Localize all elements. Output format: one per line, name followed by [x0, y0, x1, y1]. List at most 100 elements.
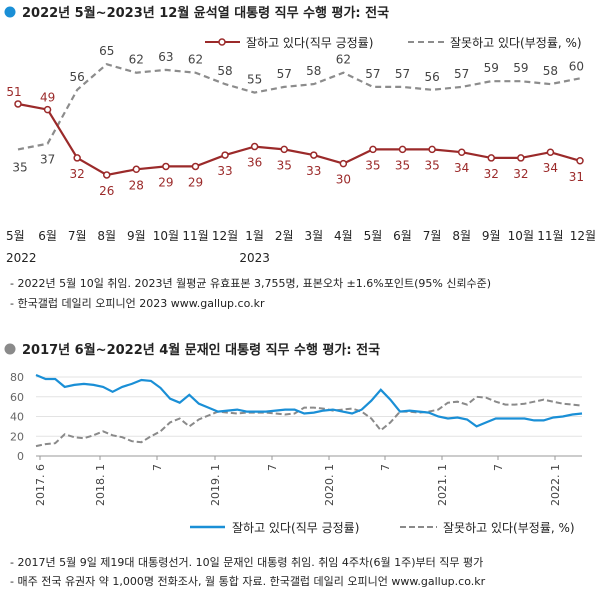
- positive-data-label: 34: [454, 161, 469, 175]
- positive-data-label: 31: [569, 170, 584, 184]
- x-tick-label: 3월: [304, 229, 323, 243]
- negative-rate-line: [35, 395, 583, 448]
- legend-negative-label: 잘못하고 있다(부정률, %): [443, 521, 575, 535]
- positive-point: [457, 148, 466, 156]
- legend-positive-label: 잘하고 있다(직무 긍정률): [246, 36, 373, 50]
- x-tick-label: 11월: [182, 229, 208, 243]
- legend-negative-label: 잘못하고 있다(부정률, %): [450, 36, 582, 50]
- x-tick-label: 12월: [212, 229, 238, 243]
- positive-point: [546, 148, 555, 156]
- chart2-plot: 0 20 40 60 80 2017. 6 2018. 1 7 2019. 1 7 2020. 1 7…: [10, 371, 583, 506]
- x-tick-label: 2월: [275, 229, 294, 243]
- positive-point: [14, 100, 22, 108]
- x-tick-label: 7: [492, 464, 505, 471]
- positive-point: [576, 157, 584, 165]
- positive-point: [517, 154, 525, 162]
- positive-point: [369, 145, 377, 154]
- x-tick-label: 9월: [482, 229, 501, 243]
- negative-data-label: 35: [12, 160, 27, 174]
- negative-data-label: 57: [365, 67, 380, 81]
- year-label: 2023: [239, 251, 270, 265]
- x-tick-label: 5월: [6, 229, 25, 243]
- x-tick-label: 2021. 1: [436, 464, 449, 506]
- positive-point: [221, 151, 229, 159]
- negative-data-label: 58: [543, 64, 558, 78]
- negative-data-label: 57: [277, 67, 292, 81]
- year-label: 2022: [6, 251, 37, 265]
- x-tick-label: 2022. 1: [549, 464, 562, 506]
- positive-data-label: 49: [40, 91, 55, 105]
- x-tick-label: 7월: [68, 229, 87, 243]
- positive-rate-line: [35, 373, 583, 428]
- chart2-note-2: - 매주 전국 유권자 약 1,000명 전화조사, 월 통합 자료. 한국갤럽…: [10, 574, 486, 588]
- positive-data-label: 36: [247, 156, 262, 170]
- negative-data-label: 60: [569, 59, 584, 73]
- positive-data-label: 30: [336, 173, 351, 187]
- x-tick-label: 7: [379, 464, 392, 471]
- positive-data-label: 32: [70, 167, 85, 181]
- positive-data-label: 35: [277, 158, 292, 172]
- positive-data-label: 28: [129, 178, 144, 192]
- positive-point: [487, 154, 496, 162]
- bullet-icon: [4, 343, 16, 355]
- negative-data-label: 62: [129, 53, 144, 67]
- positive-data-label: 26: [99, 184, 114, 198]
- positive-point: [102, 171, 111, 179]
- negative-data-label: 58: [306, 64, 321, 78]
- positive-point: [43, 105, 52, 114]
- negative-data-label: 63: [158, 50, 173, 64]
- y-tick-label: 0: [17, 450, 24, 463]
- positive-point: [250, 142, 259, 151]
- negative-rate-line: [17, 62, 581, 151]
- chart2-legend: 잘하고 있다(직무 긍정률) 잘못하고 있다(부정률, %): [190, 521, 575, 535]
- chart1-title: 2022년 5월~2023년 12월 윤석열 대통령 직무 수행 평가: 전국: [22, 5, 389, 21]
- y-tick-label: 20: [10, 430, 24, 443]
- chart1-plot: 35 37 56 65 62 63 62 58 55 57 58 62 57 57 56 57 59 59 58 60…: [6, 44, 596, 265]
- x-tick-label: 6월: [393, 229, 412, 243]
- negative-data-label: 56: [70, 70, 85, 84]
- negative-data-label: 65: [99, 44, 114, 58]
- positive-data-label: 33: [217, 164, 232, 178]
- negative-data-label: 57: [395, 67, 410, 81]
- legend-positive-marker: [218, 38, 226, 46]
- negative-data-label: 56: [424, 70, 439, 84]
- negative-data-label: 58: [217, 64, 232, 78]
- positive-point: [339, 159, 348, 168]
- negative-data-label: 62: [188, 53, 203, 67]
- y-tick-label: 60: [10, 391, 24, 404]
- positive-data-label: 32: [484, 167, 499, 181]
- x-tick-label: 7: [266, 464, 279, 471]
- x-tick-label: 6월: [38, 229, 57, 243]
- positive-data-label: 34: [543, 161, 558, 175]
- x-tick-label: 10월: [508, 229, 534, 243]
- positive-rate-line: [17, 102, 581, 177]
- x-tick-label: 2020. 1: [323, 464, 336, 506]
- x-tick-label: 8월: [97, 229, 116, 243]
- positive-data-label: 51: [6, 85, 21, 99]
- y-tick-label: 40: [10, 411, 24, 424]
- x-tick-label: 11월: [537, 229, 563, 243]
- positive-point: [398, 145, 407, 154]
- x-tick-label: 12월: [570, 229, 596, 243]
- negative-data-label: 59: [484, 61, 499, 75]
- positive-point: [162, 162, 170, 171]
- chart1-note-1: - 2022년 5월 10일 취임. 2023년 월평균 유효표본 3,755명…: [10, 276, 491, 290]
- positive-data-label: 35: [395, 158, 410, 172]
- x-tick-label: 1월: [245, 229, 264, 243]
- x-tick-label: 10월: [153, 229, 179, 243]
- positive-data-label: 35: [424, 158, 439, 172]
- positive-data-label: 29: [158, 175, 173, 189]
- negative-data-label: 55: [247, 73, 262, 87]
- positive-data-label: 33: [306, 164, 321, 178]
- negative-data-label: 59: [513, 61, 528, 75]
- chart2-note-1: - 2017년 5월 9일 제19대 대통령선거. 10일 문재인 대통령 취임…: [10, 555, 483, 569]
- x-tick-label: 7월: [423, 229, 442, 243]
- negative-data-label: 62: [336, 53, 351, 67]
- x-tick-label: 4월: [334, 229, 353, 243]
- negative-data-label: 37: [40, 153, 55, 167]
- x-tick-label: 8월: [452, 229, 471, 243]
- bullet-icon: [4, 6, 16, 18]
- x-tick-label: 2018. 1: [94, 464, 107, 506]
- positive-data-label: 29: [188, 175, 203, 189]
